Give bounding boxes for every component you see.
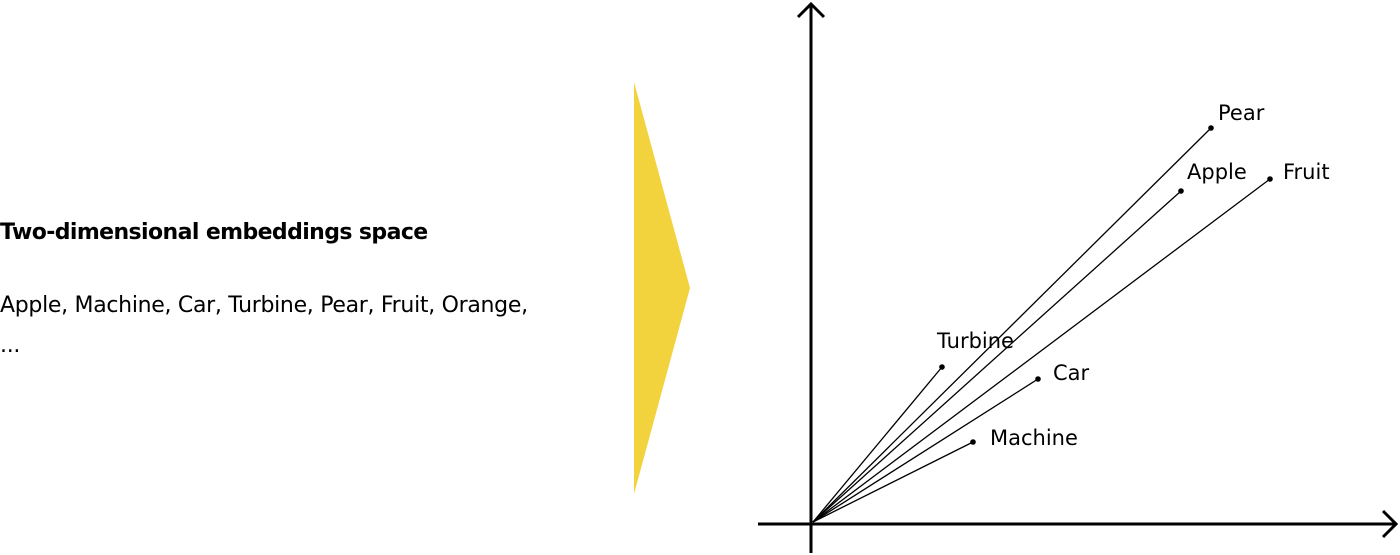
chevron-right-arrow-icon: [634, 82, 690, 494]
arrow-shape: [634, 82, 690, 494]
vector-machine: [812, 441, 974, 523]
embedding-plot: Pear Apple Fruit Turbine Car Machine: [758, 1, 1399, 553]
vector-turbine: [812, 366, 943, 523]
label-apple: Apple: [1187, 160, 1247, 184]
vector-car: [812, 378, 1039, 523]
label-car: Car: [1053, 361, 1090, 385]
embedding-vectors: Pear Apple Fruit Turbine Car Machine: [812, 101, 1330, 523]
vector-apple: [812, 190, 1182, 523]
point-fruit: [1267, 176, 1273, 182]
vector-pear: [812, 127, 1212, 523]
point-apple: [1178, 188, 1184, 194]
point-machine: [970, 439, 976, 445]
label-turbine: Turbine: [936, 329, 1014, 353]
point-pear: [1208, 125, 1214, 131]
x-axis-arrowhead: [1381, 509, 1399, 539]
label-machine: Machine: [990, 426, 1078, 450]
y-axis-arrowhead: [796, 1, 826, 19]
point-car: [1035, 376, 1041, 382]
label-fruit: Fruit: [1283, 160, 1330, 184]
label-pear: Pear: [1218, 101, 1265, 125]
vector-fruit: [812, 178, 1271, 523]
description-panel: Two-dimensional embeddings space Apple, …: [0, 216, 560, 366]
heading: Two-dimensional embeddings space: [0, 220, 428, 245]
word-list: Apple, Machine, Car, Turbine, Pear, Frui…: [0, 293, 528, 358]
point-turbine: [939, 364, 945, 370]
